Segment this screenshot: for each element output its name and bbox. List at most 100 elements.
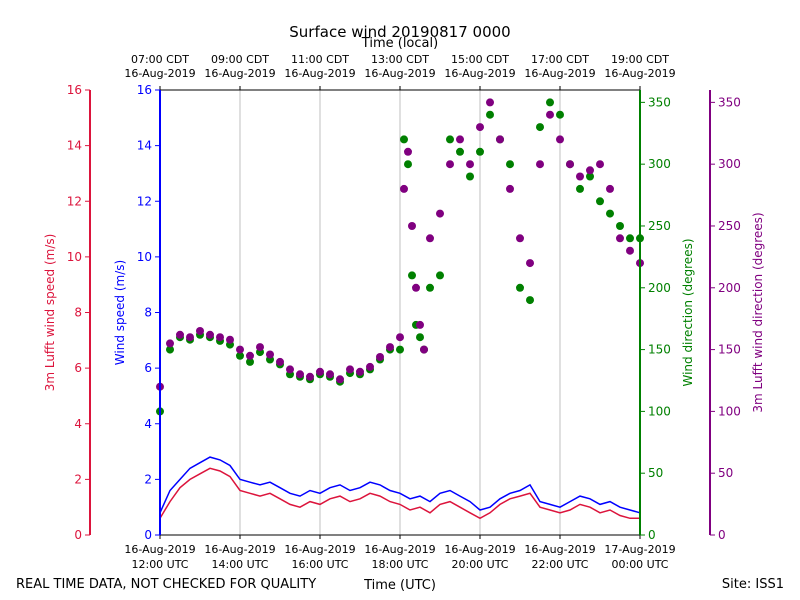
series-3-point-51: [626, 246, 634, 255]
series-2-point-39: [506, 160, 514, 169]
series-3-point-26: [404, 147, 412, 156]
top-tick-label-time-6: 19:00 CDT: [611, 53, 669, 66]
lufft_direction-axis-label: 3m Lufft wind direction (degrees): [751, 212, 765, 412]
lufft_direction-tick-label-6: 300: [718, 157, 741, 171]
axes-layer: 16-Aug-2019 12:00 UTC 16-Aug-2019 14:00 UTC…: [43, 53, 765, 571]
top-tick-label-time-5: 17:00 CDT: [531, 53, 589, 66]
series-3-point-5: [206, 330, 214, 339]
series-2-point-48: [596, 197, 604, 206]
direction-tick-label-2: 100: [648, 404, 671, 418]
lufft_direction-tick-label-4: 200: [718, 281, 741, 295]
lufft_speed-tick-label-6: 12: [67, 194, 82, 208]
series-3-point-4: [196, 327, 204, 335]
series-3-point-39: [506, 184, 514, 193]
speed-tick-label-4: 8: [144, 306, 152, 320]
bottom-tick-label-date-4: 16-Aug-2019: [444, 543, 515, 556]
top-tick-label-date-0: 16-Aug-2019: [124, 67, 195, 80]
series-3-point-1: [166, 339, 174, 348]
series-3-point-41: [526, 259, 534, 268]
bottom-tick-label-time-4: 20:00 UTC: [451, 558, 508, 571]
series-2-point-33: [446, 135, 454, 144]
speed-tick-label-8: 16: [137, 83, 152, 97]
series-3-point-11: [266, 350, 274, 359]
series-2-point-37: [486, 110, 494, 119]
series-2-point-40: [516, 283, 524, 292]
bottom-tick-label-date-3: 16-Aug-2019: [364, 543, 435, 556]
series-3-point-45: [566, 160, 574, 169]
series-3-point-47: [586, 166, 594, 175]
lufft_direction-tick-label-5: 250: [718, 219, 741, 233]
lufft_speed-axis-label: 3m Lufft wind speed (m/s): [43, 234, 57, 392]
series-2-point-47: [586, 172, 594, 181]
top-tick-label-time-1: 09:00 CDT: [211, 53, 269, 66]
series-3-point-10: [256, 343, 264, 352]
series-3-point-34: [456, 135, 464, 144]
top-tick-label-date-1: 16-Aug-2019: [204, 67, 275, 80]
series-2-point-26: [404, 160, 412, 169]
bottom-tick-label-date-0: 16-Aug-2019: [124, 543, 195, 556]
site-label: Site: ISS1: [722, 577, 784, 592]
series-3-point-37: [486, 98, 494, 107]
top-tick-label-date-3: 16-Aug-2019: [364, 67, 435, 80]
direction-tick-label-0: 0: [648, 528, 656, 542]
series-3-point-38: [496, 135, 504, 144]
bottom-tick-label-time-5: 22:00 UTC: [531, 558, 588, 571]
series-3-point-14: [296, 370, 304, 379]
series-3-point-46: [576, 172, 584, 181]
series-3-point-32: [436, 209, 444, 218]
series-3-point-20: [356, 367, 364, 376]
series-3-point-13: [286, 365, 294, 374]
lufft_speed-tick-label-0: 0: [74, 528, 82, 542]
series-3-point-28: [412, 283, 420, 292]
lufft_direction-tick-label-1: 50: [718, 466, 733, 480]
lufft_speed-tick-label-2: 4: [74, 417, 82, 431]
speed-tick-label-3: 6: [144, 361, 152, 375]
series-3-point-44: [556, 135, 564, 144]
top-tick-label-date-5: 16-Aug-2019: [524, 67, 595, 80]
series-3-point-35: [466, 160, 474, 169]
series-3-point-7: [226, 335, 234, 344]
series-2-point-44: [556, 110, 564, 119]
speed-axis-label: Wind speed (m/s): [113, 260, 127, 365]
series-2-point-41: [526, 296, 534, 305]
series-3-point-22: [376, 353, 384, 361]
series-3-point-29: [416, 320, 424, 329]
series-2-point-9: [246, 357, 254, 366]
lufft_direction-tick-label-0: 0: [718, 528, 726, 542]
series-2-point-35: [466, 172, 474, 181]
series-2-point-51: [626, 234, 634, 243]
series-2-point-36: [476, 147, 484, 156]
series-line-0: [159, 456, 641, 514]
direction-tick-label-6: 300: [648, 157, 671, 171]
bottom-tick-label-time-1: 14:00 UTC: [211, 558, 268, 571]
bottom-tick-label-date-1: 16-Aug-2019: [204, 543, 275, 556]
top-tick-label-time-2: 11:00 CDT: [291, 53, 349, 66]
top-tick-label-date-2: 16-Aug-2019: [284, 67, 355, 80]
series-2-point-29: [416, 333, 424, 342]
footer-note: REAL TIME DATA, NOT CHECKED FOR QUALITY: [16, 577, 316, 592]
top-tick-label-time-0: 07:00 CDT: [131, 53, 189, 66]
series-3-point-30: [420, 345, 428, 354]
grid-layer: [239, 90, 561, 535]
bottom-tick-label-time-3: 18:00 UTC: [371, 558, 428, 571]
lufft_speed-tick-label-3: 6: [74, 361, 82, 375]
direction-tick-label-1: 50: [648, 466, 663, 480]
bottom-tick-label-time-6: 00:00 UTC: [611, 558, 668, 571]
series-3-point-43: [546, 110, 554, 119]
series-2-point-31: [426, 283, 434, 292]
top-tick-label-time-3: 13:00 CDT: [371, 53, 429, 66]
series-3-point-9: [246, 351, 254, 360]
series-2-point-34: [456, 147, 464, 156]
speed-tick-label-1: 2: [144, 472, 152, 486]
series-3-point-23: [386, 343, 394, 352]
speed-tick-label-5: 10: [137, 250, 152, 264]
lufft_speed-tick-label-8: 16: [67, 83, 82, 97]
series-3-point-42: [536, 160, 544, 169]
series-3-point-31: [426, 234, 434, 243]
series-3-point-2: [176, 330, 184, 339]
direction-tick-label-7: 350: [648, 95, 671, 109]
series-3-point-27: [408, 222, 416, 230]
series-3-point-25: [400, 184, 408, 193]
series-3-point-36: [476, 123, 484, 132]
